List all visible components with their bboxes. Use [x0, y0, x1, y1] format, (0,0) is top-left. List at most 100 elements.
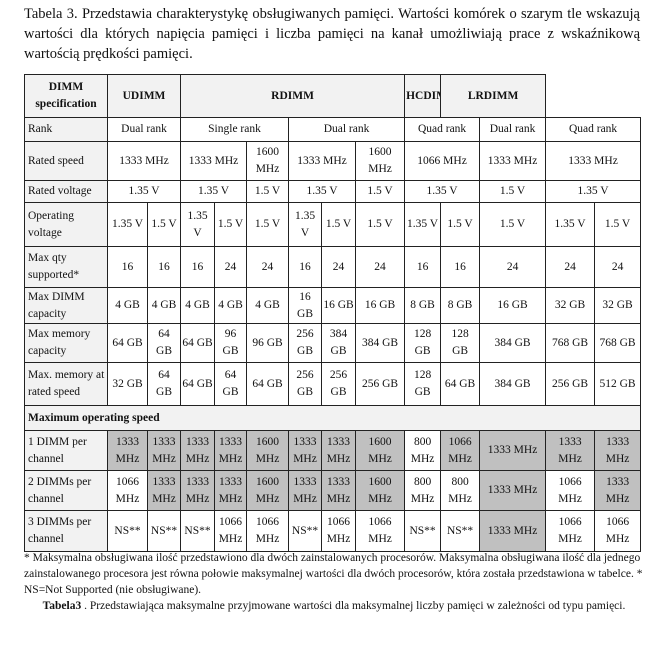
table-caption: Tabela3 . Przedstawiająca maksymalne prz…	[24, 598, 644, 614]
table-cell: 800 MHz	[404, 430, 442, 471]
table-cell: 1.5 V	[479, 180, 547, 203]
table-cell: 24	[594, 246, 642, 288]
table-cell: 16	[288, 246, 323, 288]
table-cell: 512 GB	[594, 362, 642, 406]
row-label: Max DIMM capacity	[24, 287, 108, 324]
table-cell: 1066 MHz	[321, 510, 357, 552]
table-cell: 64 GB	[146, 323, 182, 363]
table-row: 1 DIMM per channel 1333 MHz 1333 MHz 1333 M…	[24, 430, 642, 471]
table-cell: 1333 MHz	[545, 430, 596, 471]
table-cell: 256 GB	[288, 323, 323, 363]
table-cell: NS**	[107, 510, 148, 552]
table-row: Max. memory at rated speed 32 GB 64 GB 64 G…	[24, 362, 642, 406]
table-cell: 1333 MHz	[180, 141, 248, 181]
table-cell: 1333 MHz	[288, 141, 357, 181]
table-cell: 800 MHz	[440, 470, 481, 511]
table-cell: 1.5 V	[246, 202, 290, 247]
table-cell: 1333 MHz	[594, 430, 642, 471]
dimm-spec-table: DIMM specificationUDIMMRDIMMHCDIMMLRDIMM…	[23, 74, 642, 552]
table-cell: Dual rank	[106, 117, 182, 142]
table-cell: LRDIMM	[440, 74, 547, 118]
table-cell: 1066 MHz	[355, 510, 406, 552]
table-cell: 32 GB	[594, 287, 642, 324]
table-cell: NS**	[146, 510, 182, 552]
caption-text: . Przedstawiająca maksymalne przyjmowane…	[81, 600, 626, 612]
table-cell: 1333 MHz	[214, 470, 248, 511]
table-cell: 1.5 V	[146, 202, 182, 247]
table-cell: 24	[355, 246, 406, 288]
table-cell: 4 GB	[246, 287, 290, 324]
table-row: 2 DIMMs per channel 1066 MHz 1333 MHz 1333 …	[24, 470, 642, 511]
row-label: Rated voltage	[24, 180, 108, 203]
table-cell: 1.35 V	[545, 202, 596, 247]
table-cell: Quad rank	[404, 117, 481, 142]
row-label: Maximum operating speed	[23, 405, 642, 431]
table-cell: 1333 MHz	[479, 510, 547, 552]
table-cell: 1333 MHz	[146, 430, 182, 471]
table-cell: 1333 MHz	[107, 430, 148, 471]
table-cell: 1333 MHz	[146, 470, 182, 511]
table-cell: 16 GB	[479, 287, 547, 324]
table-cell: 16	[146, 246, 182, 288]
table-cell: 64 GB	[214, 362, 248, 406]
table-cell: 1066 MHz	[545, 510, 596, 552]
table-row: Max memory capacity 64 GB 64 GB 64 GB 96 GB 9…	[24, 323, 642, 363]
table-cell: Single rank	[180, 117, 290, 142]
table-cell: HCDIMM	[404, 74, 442, 118]
table-cell: 128 GB	[404, 362, 442, 406]
table-cell: 1066 MHz	[214, 510, 248, 552]
table-cell: 1.35 V	[404, 180, 481, 203]
table-cell: 4 GB	[180, 287, 216, 324]
table-cell: 1.5 V	[355, 202, 406, 247]
table-cell: 128 GB	[404, 323, 442, 363]
table-cell: 1333 MHz	[214, 430, 248, 471]
table-cell: 1.35 V	[288, 180, 357, 203]
table-cell: 24	[246, 246, 290, 288]
table-cell: 4 GB	[146, 287, 182, 324]
table-row: Maximum operating speed	[23, 405, 642, 431]
table-cell: 16	[107, 246, 148, 288]
row-label: 2 DIMMs per channel	[24, 470, 108, 511]
table-cell: NS**	[180, 510, 216, 552]
table-cell: 96 GB	[246, 323, 290, 363]
table-cell: 4 GB	[107, 287, 148, 324]
table-cell: 1600 MHz	[246, 470, 290, 511]
table-cell: 1333 MHz	[321, 470, 357, 511]
row-label: Rank	[24, 117, 108, 142]
table-cell: 1333 MHz	[479, 141, 547, 181]
table-cell: 1.35 V	[106, 180, 182, 203]
intro-paragraph: Tabela 3. Przedstawia charakterystykę ob…	[24, 6, 640, 62]
table-cell: 1066 MHz	[404, 141, 481, 181]
table-cell: 24	[545, 246, 596, 288]
table-cell: 8 GB	[440, 287, 481, 324]
table-cell: 1333 MHz	[321, 430, 357, 471]
table-cell: 1333 MHz	[180, 470, 216, 511]
table-cell: 64 GB	[246, 362, 290, 406]
table-cell: 16 GB	[355, 287, 406, 324]
table-cell: NS**	[440, 510, 481, 552]
table-cell: 1333 MHz	[288, 430, 323, 471]
table-cell: 1066 MHz	[440, 430, 481, 471]
table-cell: 1600 MHz	[355, 430, 406, 471]
row-label: Rated speed	[24, 141, 108, 181]
table-cell: 768 GB	[545, 323, 596, 363]
table-cell: Dual rank	[288, 117, 406, 142]
table-cell: 1333 MHz	[479, 470, 547, 511]
table-cell: 1.5 V	[246, 180, 290, 203]
footnote: * Maksymalna obsługiwana ilość przedstaw…	[24, 552, 643, 596]
table-cell: 1.5 V	[355, 180, 406, 203]
table-cell: 256 GB	[355, 362, 406, 406]
table-cell: 1.35 V	[404, 202, 442, 247]
row-label: DIMM specification	[24, 74, 108, 118]
table-cell: NS**	[288, 510, 323, 552]
table-row: Rank Dual rank Single rank Dual rank Quad ra…	[24, 117, 642, 142]
table-cell: 1066 MHz	[246, 510, 290, 552]
table-cell: Quad rank	[545, 117, 642, 142]
table-cell: 24	[321, 246, 357, 288]
table-cell: 1333 MHz	[180, 430, 216, 471]
table-cell: 256 GB	[288, 362, 323, 406]
table-cell: 16 GB	[288, 287, 323, 324]
table-cell: 768 GB	[594, 323, 642, 363]
table-row: Max qty supported* 16 16 16 24 24 16 24 24 16 16 24…	[24, 246, 642, 288]
